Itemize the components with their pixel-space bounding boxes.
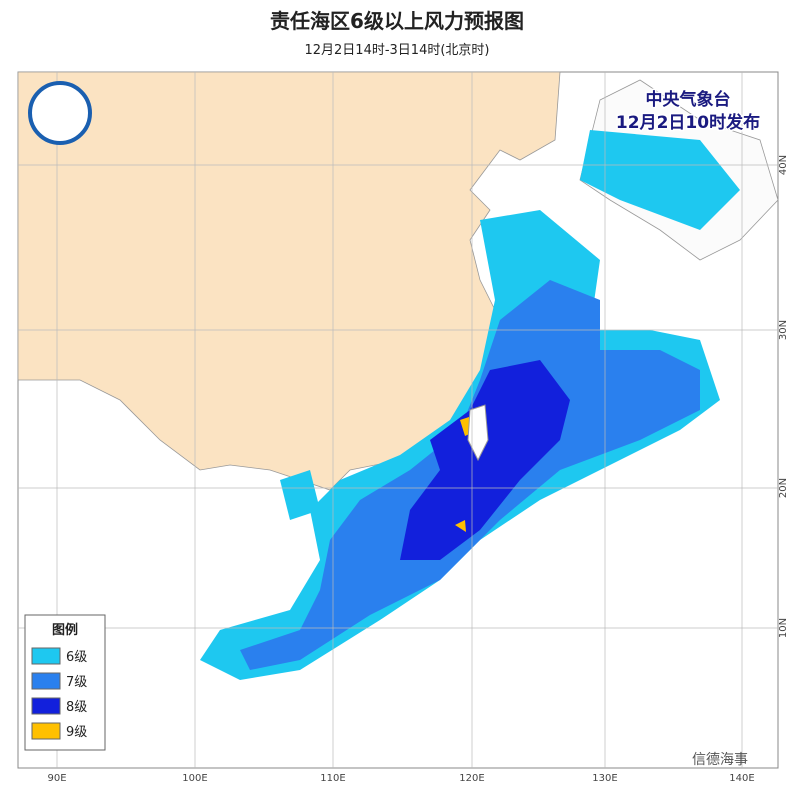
zone-6 — [280, 470, 320, 520]
title: 责任海区6级以上风力预报图 — [270, 9, 524, 33]
legend-swatch — [31, 697, 61, 715]
lat-label: 40N — [778, 155, 789, 175]
lon-label: 140E — [729, 773, 754, 784]
subtitle: 12月2日14时-3日14时(北京时) — [304, 43, 489, 58]
graticule — [18, 72, 778, 768]
legend-swatch — [31, 647, 61, 665]
lon-label: 120E — [459, 773, 484, 784]
watermark: 信德海事 — [692, 752, 748, 768]
legend-label: 6级 — [66, 650, 87, 665]
island — [467, 404, 489, 462]
legend-label: 8级 — [66, 700, 87, 715]
legend-swatch — [31, 722, 61, 740]
lat-label: 30N — [778, 320, 789, 340]
zone-6 — [580, 130, 740, 230]
zone-9 — [455, 520, 466, 532]
lat-label: 10N — [778, 618, 789, 638]
lat-label: 20N — [778, 478, 789, 498]
lon-label: 110E — [320, 773, 345, 784]
legend-swatch — [31, 672, 61, 690]
lon-label: 100E — [182, 773, 207, 784]
lon-label: 130E — [592, 773, 617, 784]
issue-time: 12月2日10时发布 — [616, 112, 760, 133]
issuer-name: 中央气象台 — [646, 89, 731, 110]
zone-8 — [400, 360, 570, 560]
logo — [28, 81, 92, 145]
lon-label: 90E — [47, 773, 66, 784]
legend-title: 图例 — [52, 622, 78, 638]
legend-label: 9级 — [66, 725, 87, 740]
legend-label: 7级 — [66, 675, 87, 690]
map: 中央气象台 12月2日10时发布 信德海事 — [17, 71, 779, 769]
